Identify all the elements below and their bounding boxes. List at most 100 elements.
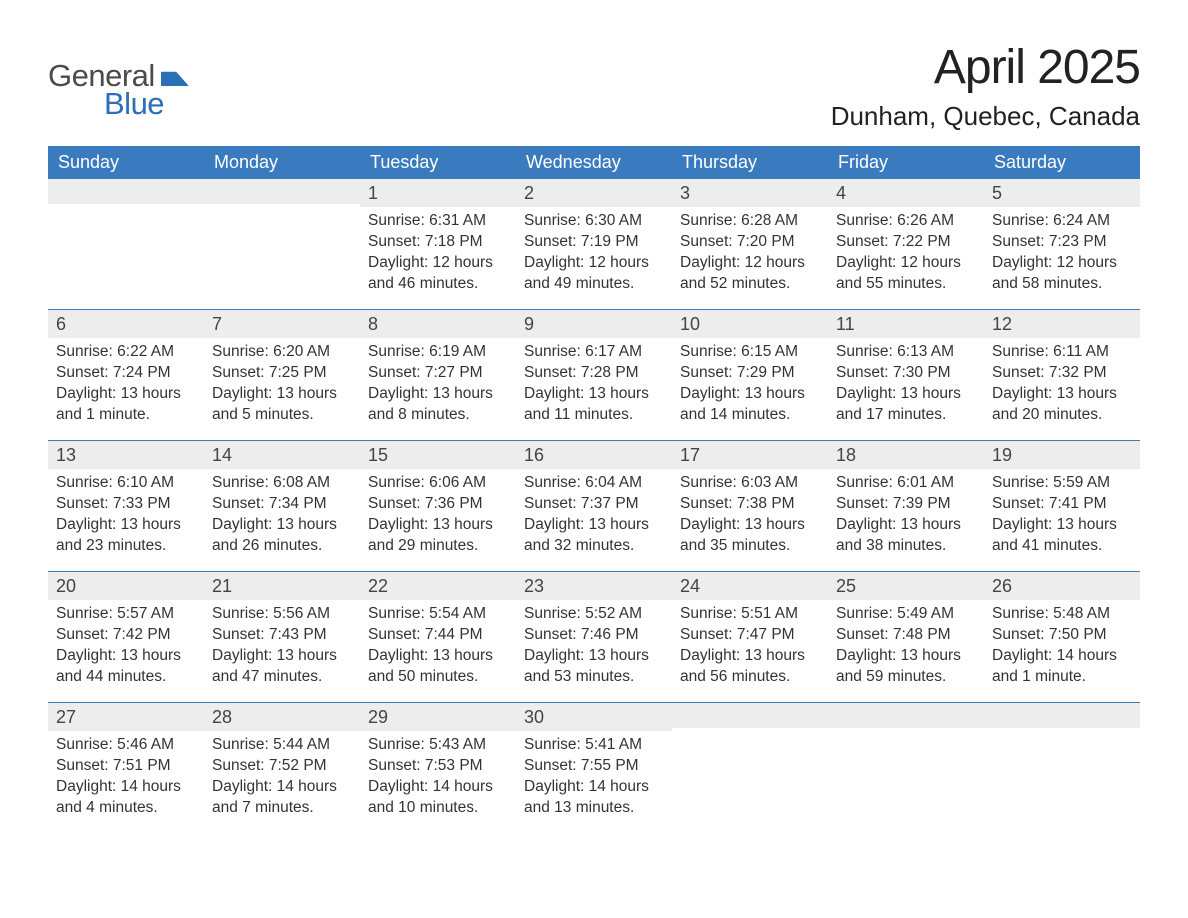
daylight-text: Daylight: 14 hours and 1 minute. bbox=[992, 646, 1132, 688]
day-cell bbox=[672, 703, 828, 833]
sunrise-text: Sunrise: 6:20 AM bbox=[212, 342, 352, 363]
sunrise-text: Sunrise: 6:11 AM bbox=[992, 342, 1132, 363]
daylight-text: Daylight: 12 hours and 46 minutes. bbox=[368, 253, 508, 295]
sunrise-text: Sunrise: 6:24 AM bbox=[992, 211, 1132, 232]
daylight-text: Daylight: 13 hours and 1 minute. bbox=[56, 384, 196, 426]
sunset-text: Sunset: 7:20 PM bbox=[680, 232, 820, 253]
sunrise-text: Sunrise: 6:26 AM bbox=[836, 211, 976, 232]
sunrise-text: Sunrise: 6:08 AM bbox=[212, 473, 352, 494]
day-cell bbox=[48, 179, 204, 309]
day-body: Sunrise: 5:44 AMSunset: 7:52 PMDaylight:… bbox=[204, 731, 360, 833]
day-body: Sunrise: 5:43 AMSunset: 7:53 PMDaylight:… bbox=[360, 731, 516, 833]
daylight-text: Daylight: 13 hours and 32 minutes. bbox=[524, 515, 664, 557]
daylight-text: Daylight: 13 hours and 59 minutes. bbox=[836, 646, 976, 688]
daylight-text: Daylight: 13 hours and 20 minutes. bbox=[992, 384, 1132, 426]
daylight-text: Daylight: 13 hours and 44 minutes. bbox=[56, 646, 196, 688]
weekday-header: Monday bbox=[204, 146, 360, 179]
sunset-text: Sunset: 7:42 PM bbox=[56, 625, 196, 646]
sunset-text: Sunset: 7:38 PM bbox=[680, 494, 820, 515]
daylight-text: Daylight: 14 hours and 13 minutes. bbox=[524, 777, 664, 819]
daylight-text: Daylight: 13 hours and 26 minutes. bbox=[212, 515, 352, 557]
day-cell: 9Sunrise: 6:17 AMSunset: 7:28 PMDaylight… bbox=[516, 310, 672, 440]
sunset-text: Sunset: 7:37 PM bbox=[524, 494, 664, 515]
sunrise-text: Sunrise: 6:17 AM bbox=[524, 342, 664, 363]
day-number bbox=[984, 703, 1140, 728]
daylight-text: Daylight: 13 hours and 56 minutes. bbox=[680, 646, 820, 688]
day-number: 27 bbox=[48, 703, 204, 731]
daylight-text: Daylight: 13 hours and 35 minutes. bbox=[680, 515, 820, 557]
day-cell: 19Sunrise: 5:59 AMSunset: 7:41 PMDayligh… bbox=[984, 441, 1140, 571]
sunset-text: Sunset: 7:24 PM bbox=[56, 363, 196, 384]
location-subtitle: Dunham, Quebec, Canada bbox=[831, 101, 1140, 132]
daylight-text: Daylight: 12 hours and 52 minutes. bbox=[680, 253, 820, 295]
day-cell: 18Sunrise: 6:01 AMSunset: 7:39 PMDayligh… bbox=[828, 441, 984, 571]
day-body: Sunrise: 6:04 AMSunset: 7:37 PMDaylight:… bbox=[516, 469, 672, 571]
day-number: 3 bbox=[672, 179, 828, 207]
day-number: 9 bbox=[516, 310, 672, 338]
daylight-text: Daylight: 13 hours and 47 minutes. bbox=[212, 646, 352, 688]
day-cell: 7 Sunrise: 6:20 AMSunset: 7:25 PMDaylight… bbox=[204, 310, 360, 440]
day-number: 24 bbox=[672, 572, 828, 600]
day-number: 16 bbox=[516, 441, 672, 469]
daylight-text: Daylight: 12 hours and 55 minutes. bbox=[836, 253, 976, 295]
sunset-text: Sunset: 7:51 PM bbox=[56, 756, 196, 777]
sunrise-text: Sunrise: 5:52 AM bbox=[524, 604, 664, 625]
day-body: Sunrise: 6:01 AMSunset: 7:39 PMDaylight:… bbox=[828, 469, 984, 571]
sunset-text: Sunset: 7:43 PM bbox=[212, 625, 352, 646]
daylight-text: Daylight: 13 hours and 29 minutes. bbox=[368, 515, 508, 557]
logo: General Blue bbox=[48, 58, 189, 122]
sunrise-text: Sunrise: 5:59 AM bbox=[992, 473, 1132, 494]
weekday-header: Wednesday bbox=[516, 146, 672, 179]
sunset-text: Sunset: 7:39 PM bbox=[836, 494, 976, 515]
sunrise-text: Sunrise: 6:28 AM bbox=[680, 211, 820, 232]
sunrise-text: Sunrise: 6:19 AM bbox=[368, 342, 508, 363]
day-cell: 26Sunrise: 5:48 AMSunset: 7:50 PMDayligh… bbox=[984, 572, 1140, 702]
day-body: Sunrise: 5:51 AMSunset: 7:47 PMDaylight:… bbox=[672, 600, 828, 702]
sunset-text: Sunset: 7:25 PM bbox=[212, 363, 352, 384]
daylight-text: Daylight: 14 hours and 10 minutes. bbox=[368, 777, 508, 819]
day-cell bbox=[828, 703, 984, 833]
sunset-text: Sunset: 7:47 PM bbox=[680, 625, 820, 646]
day-number: 7 bbox=[204, 310, 360, 338]
day-cell: 22Sunrise: 5:54 AMSunset: 7:44 PMDayligh… bbox=[360, 572, 516, 702]
day-cell: 3 Sunrise: 6:28 AMSunset: 7:20 PMDaylight… bbox=[672, 179, 828, 309]
sunrise-text: Sunrise: 5:46 AM bbox=[56, 735, 196, 756]
day-cell: 29Sunrise: 5:43 AMSunset: 7:53 PMDayligh… bbox=[360, 703, 516, 833]
day-cell: 28Sunrise: 5:44 AMSunset: 7:52 PMDayligh… bbox=[204, 703, 360, 833]
daylight-text: Daylight: 13 hours and 5 minutes. bbox=[212, 384, 352, 426]
day-body bbox=[984, 728, 1140, 746]
day-cell: 30Sunrise: 5:41 AMSunset: 7:55 PMDayligh… bbox=[516, 703, 672, 833]
weekday-header: Sunday bbox=[48, 146, 204, 179]
calendar: SundayMondayTuesdayWednesdayThursdayFrid… bbox=[48, 146, 1140, 833]
daylight-text: Daylight: 13 hours and 50 minutes. bbox=[368, 646, 508, 688]
weekday-header-row: SundayMondayTuesdayWednesdayThursdayFrid… bbox=[48, 146, 1140, 179]
weekday-header: Saturday bbox=[984, 146, 1140, 179]
sunset-text: Sunset: 7:19 PM bbox=[524, 232, 664, 253]
sunset-text: Sunset: 7:52 PM bbox=[212, 756, 352, 777]
day-number bbox=[828, 703, 984, 728]
day-cell: 10Sunrise: 6:15 AMSunset: 7:29 PMDayligh… bbox=[672, 310, 828, 440]
day-cell: 14Sunrise: 6:08 AMSunset: 7:34 PMDayligh… bbox=[204, 441, 360, 571]
day-body: Sunrise: 6:06 AMSunset: 7:36 PMDaylight:… bbox=[360, 469, 516, 571]
sunrise-text: Sunrise: 6:13 AM bbox=[836, 342, 976, 363]
day-number: 30 bbox=[516, 703, 672, 731]
day-cell: 1Sunrise: 6:31 AMSunset: 7:18 PMDaylight… bbox=[360, 179, 516, 309]
day-body: Sunrise: 6:22 AMSunset: 7:24 PMDaylight:… bbox=[48, 338, 204, 440]
sunset-text: Sunset: 7:50 PM bbox=[992, 625, 1132, 646]
day-number: 26 bbox=[984, 572, 1140, 600]
day-body: Sunrise: 5:49 AMSunset: 7:48 PMDaylight:… bbox=[828, 600, 984, 702]
day-number bbox=[48, 179, 204, 204]
sunrise-text: Sunrise: 6:30 AM bbox=[524, 211, 664, 232]
sunrise-text: Sunrise: 6:10 AM bbox=[56, 473, 196, 494]
day-body: Sunrise: 5:59 AMSunset: 7:41 PMDaylight:… bbox=[984, 469, 1140, 571]
sunset-text: Sunset: 7:53 PM bbox=[368, 756, 508, 777]
day-number: 18 bbox=[828, 441, 984, 469]
day-body: Sunrise: 5:41 AMSunset: 7:55 PMDaylight:… bbox=[516, 731, 672, 833]
day-body: Sunrise: 6:08 AMSunset: 7:34 PMDaylight:… bbox=[204, 469, 360, 571]
day-cell: 5Sunrise: 6:24 AMSunset: 7:23 PMDaylight… bbox=[984, 179, 1140, 309]
sunrise-text: Sunrise: 5:49 AM bbox=[836, 604, 976, 625]
day-number: 25 bbox=[828, 572, 984, 600]
sunrise-text: Sunrise: 5:44 AM bbox=[212, 735, 352, 756]
day-number: 23 bbox=[516, 572, 672, 600]
weekday-header: Thursday bbox=[672, 146, 828, 179]
